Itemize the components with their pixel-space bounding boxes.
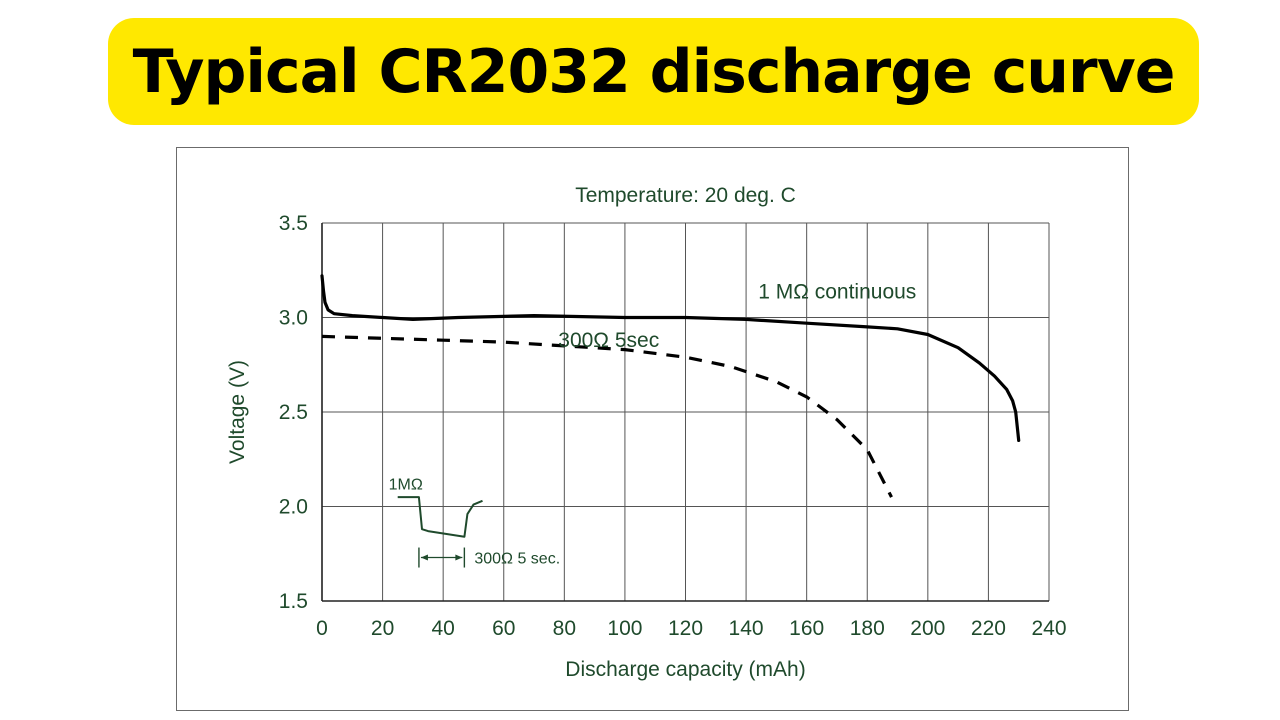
series-label-0: 1 MΩ continuous [758, 281, 916, 304]
y-tick-label-3: 3.0 [279, 307, 308, 330]
x-tick-label-2: 40 [431, 617, 454, 640]
inset-label-1mohm: 1MΩ [389, 477, 423, 494]
y-tick-label-4: 3.5 [279, 212, 308, 235]
inset-arrow-head-right [455, 554, 463, 561]
x-tick-label-12: 240 [1031, 617, 1066, 640]
chart-title: Temperature: 20 deg. C [575, 184, 796, 207]
page-title: Typical CR2032 discharge curve [132, 36, 1176, 107]
x-tick-label-3: 60 [492, 617, 515, 640]
x-tick-label-8: 160 [789, 617, 824, 640]
inset-pulse-line [397, 496, 483, 538]
x-tick-label-7: 140 [729, 617, 764, 640]
x-tick-label-0: 0 [316, 617, 328, 640]
title-banner: Typical CR2032 discharge curve [108, 18, 1199, 125]
series-line-0 [320, 274, 1021, 442]
x-tick-label-4: 80 [553, 617, 576, 640]
x-tick-label-5: 100 [607, 617, 642, 640]
x-tick-label-10: 200 [910, 617, 945, 640]
x-tick-label-1: 20 [371, 617, 394, 640]
inset-label-300ohm: 300Ω 5 sec. [474, 551, 560, 568]
inset-arrow-head-left [420, 554, 428, 561]
y-tick-label-1: 2.0 [279, 496, 308, 519]
series-line-1 [321, 334, 893, 498]
chart-frame [176, 147, 1129, 711]
x-axis-label: Discharge capacity (mAh) [565, 658, 805, 681]
y-tick-label-2: 2.5 [279, 401, 308, 424]
series-label-1: 300Ω 5sec [558, 329, 659, 352]
x-tick-label-9: 180 [850, 617, 885, 640]
x-tick-label-11: 220 [971, 617, 1006, 640]
x-tick-label-6: 120 [668, 617, 703, 640]
y-tick-label-0: 1.5 [279, 590, 308, 613]
y-axis-label: Voltage (V) [226, 360, 249, 464]
